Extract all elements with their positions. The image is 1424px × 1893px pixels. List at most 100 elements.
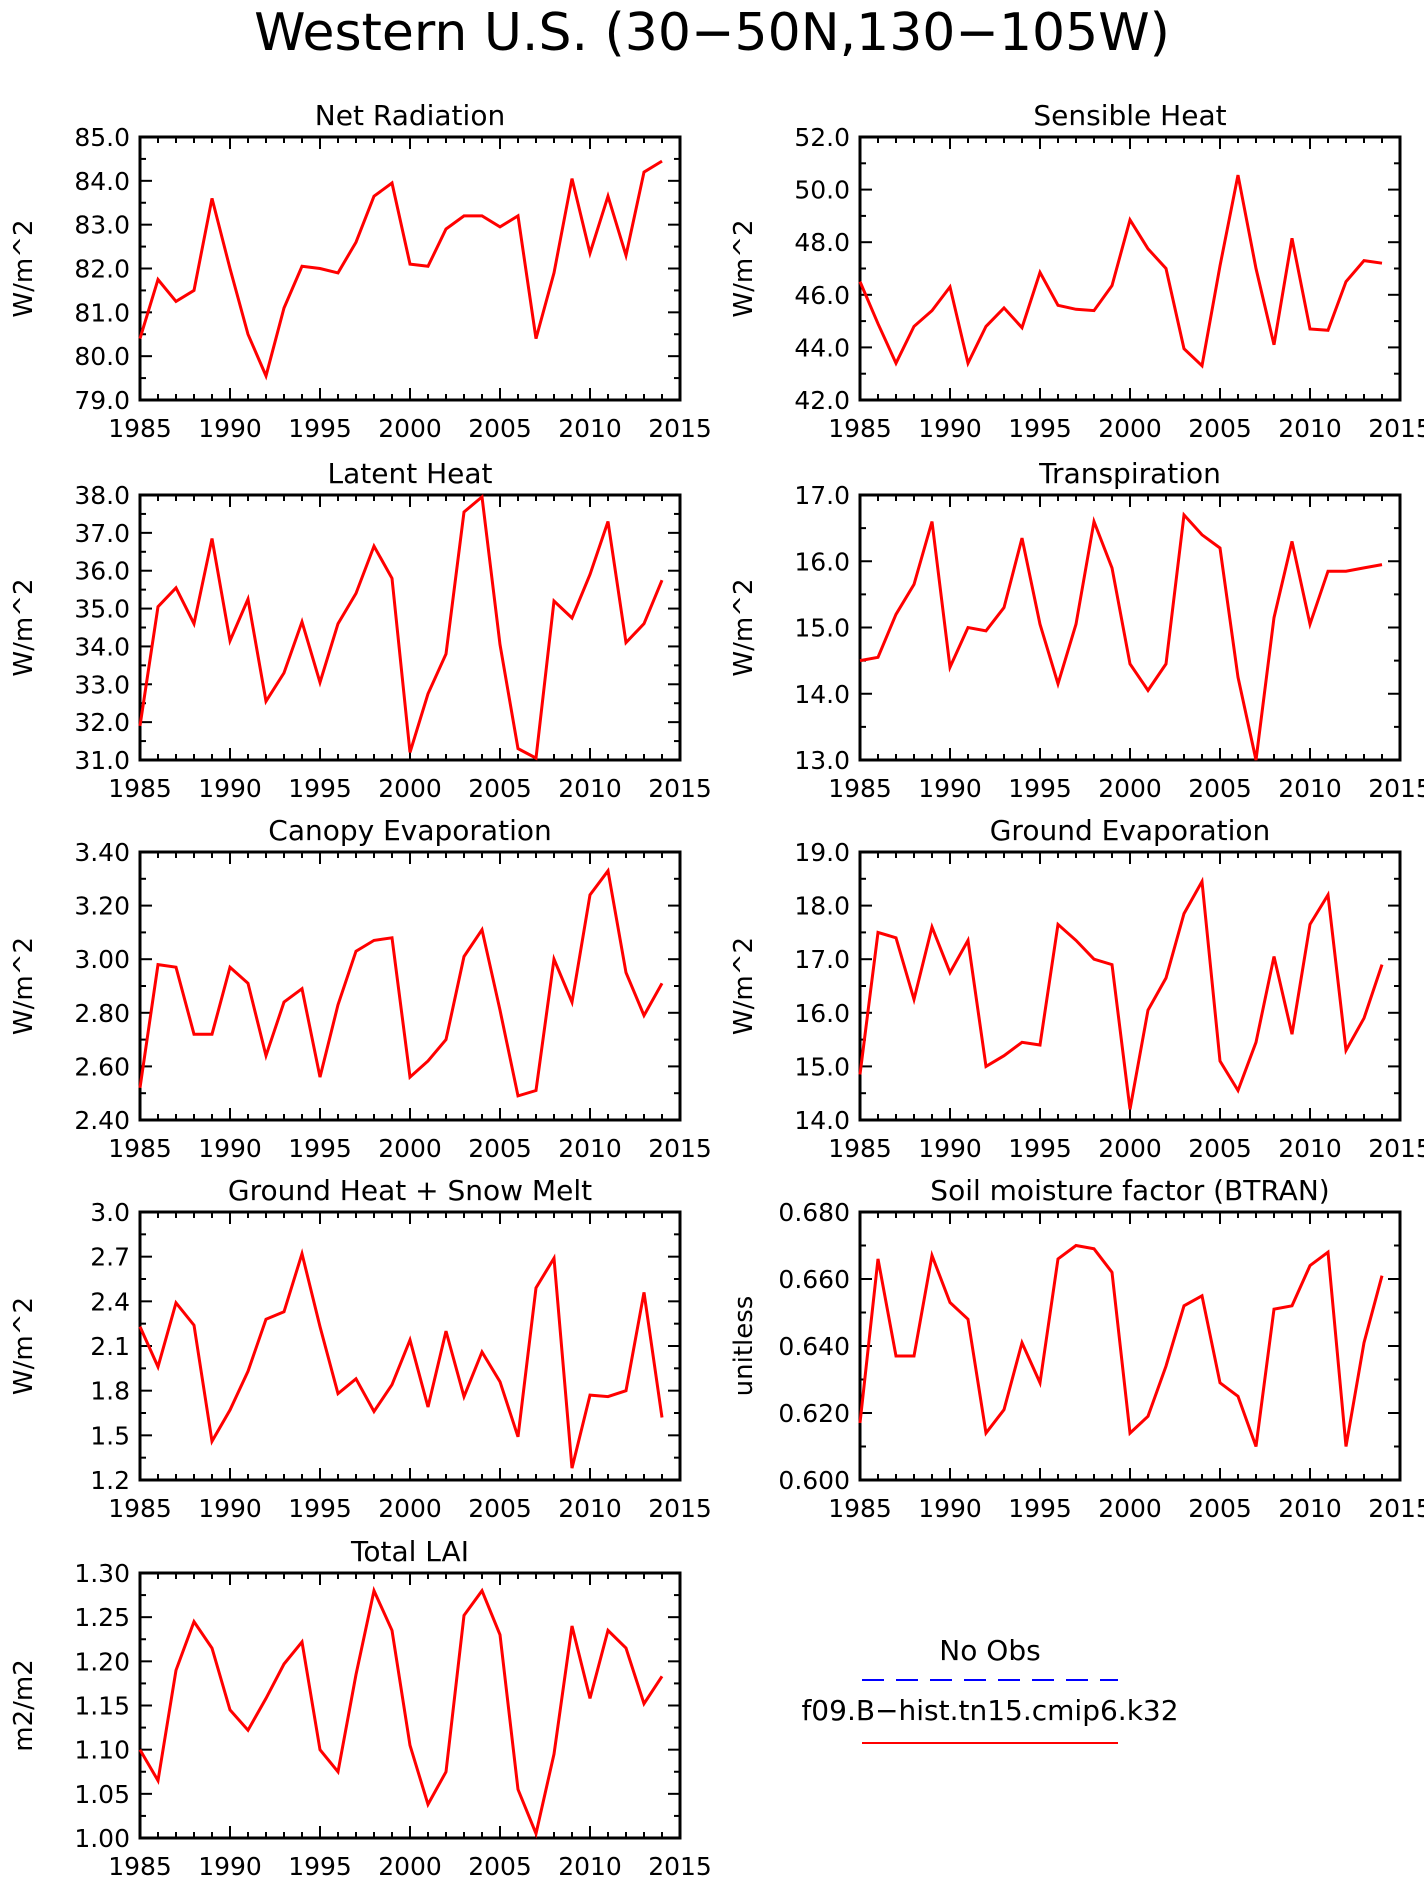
x-tick-label: 2010: [558, 1494, 622, 1523]
y-tick-label: 1.8: [90, 1377, 130, 1406]
y-tick-label: 3.40: [74, 838, 130, 867]
y-axis-label: W/m^2: [9, 1297, 39, 1395]
y-tick-label: 1.20: [74, 1647, 130, 1676]
y-tick-label: 85.0: [74, 123, 130, 152]
chart-panel: Net Radiation W/m^2 1985 1990 1995 2000 2005 20…: [9, 99, 712, 443]
y-tick-label: 2.80: [74, 999, 130, 1028]
x-tick-label: 2000: [1098, 774, 1162, 803]
y-tick-label: 80.0: [74, 342, 130, 371]
x-tick-label: 2010: [1278, 1494, 1342, 1523]
x-tick-label: 2010: [558, 414, 622, 443]
series-line: [138, 1248, 664, 1469]
y-tick-label: 34.0: [74, 632, 130, 661]
y-tick-label: 46.0: [794, 281, 850, 310]
y-tick-label: 16.0: [794, 547, 850, 576]
x-tick-label: 2010: [1278, 414, 1342, 443]
plot-frame: [138, 1571, 682, 1840]
y-axis-label: W/m^2: [729, 578, 759, 676]
y-axis-label: W/m^2: [729, 937, 759, 1035]
x-tick-label: 2010: [558, 774, 622, 803]
x-tick-label: 1985: [108, 1134, 172, 1163]
x-tick-label: 2005: [468, 414, 532, 443]
series-line: [138, 493, 664, 761]
y-tick-label: 0.600: [778, 1466, 850, 1495]
x-tick-label: 1995: [288, 1852, 352, 1881]
panel-title: Total LAI: [350, 1535, 469, 1568]
y-tick-label: 52.0: [794, 123, 850, 152]
x-tick-label: 2015: [1368, 1494, 1424, 1523]
y-tick-label: 0.660: [778, 1265, 850, 1294]
panel-title: Soil moisture factor (BTRAN): [930, 1174, 1329, 1207]
x-tick-label: 1985: [108, 1852, 172, 1881]
y-tick-label: 83.0: [74, 211, 130, 240]
y-tick-label: 37.0: [74, 519, 130, 548]
x-tick-label: 1995: [1008, 1134, 1072, 1163]
y-tick-label: 81.0: [74, 298, 130, 327]
panel-title: Ground Heat + Snow Melt: [228, 1174, 592, 1207]
x-tick-label: 2010: [558, 1852, 622, 1881]
y-tick-label: 17.0: [794, 481, 850, 510]
x-tick-label: 2005: [1188, 414, 1252, 443]
x-tick-label: 2015: [648, 774, 712, 803]
y-axis-label: W/m^2: [9, 578, 39, 676]
y-tick-label: 18.0: [794, 892, 850, 921]
x-tick-label: 1990: [198, 414, 262, 443]
x-tick-label: 2005: [468, 1494, 532, 1523]
x-tick-label: 1990: [198, 1134, 262, 1163]
y-tick-label: 3.00: [74, 945, 130, 974]
series-line: [138, 159, 663, 381]
y-tick-label: 1.5: [90, 1421, 130, 1450]
y-tick-label: 36.0: [74, 557, 130, 586]
y-tick-label: 38.0: [74, 481, 130, 510]
plot-frame: [138, 135, 682, 402]
x-tick-label: 2015: [1368, 774, 1424, 803]
x-tick-label: 2005: [468, 1852, 532, 1881]
x-tick-label: 1995: [1008, 1494, 1072, 1523]
chart-panel: Transpiration W/m^2 1985 1990 1995 2000 2005 20…: [729, 457, 1424, 803]
x-tick-label: 1985: [108, 774, 172, 803]
legend-model-label: f09.B−hist.tn15.cmip6.k32: [801, 1694, 1178, 1727]
y-tick-label: 44.0: [794, 333, 850, 362]
plot-frame: [138, 850, 682, 1122]
y-tick-label: 19.0: [794, 838, 850, 867]
plot-frame: [858, 850, 1402, 1122]
y-tick-label: 50.0: [794, 176, 850, 205]
chart-panel: Canopy Evaporation W/m^2 1985 1990 1995 2000 2…: [9, 814, 712, 1163]
y-tick-label: 0.680: [778, 1198, 850, 1227]
x-tick-label: 1985: [828, 774, 892, 803]
series-line: [858, 174, 1383, 369]
y-tick-label: 2.60: [74, 1052, 130, 1081]
x-tick-label: 1995: [288, 774, 352, 803]
y-axis-label: m2/m2: [9, 1659, 39, 1752]
x-tick-label: 2000: [1098, 1134, 1162, 1163]
y-tick-label: 17.0: [794, 945, 850, 974]
y-tick-label: 35.0: [74, 595, 130, 624]
y-axis-label: W/m^2: [729, 219, 759, 317]
x-tick-label: 1985: [828, 1494, 892, 1523]
y-axis-label: unitless: [729, 1296, 759, 1397]
y-tick-label: 16.0: [794, 999, 850, 1028]
x-tick-label: 2010: [1278, 1134, 1342, 1163]
series-line: [138, 867, 664, 1098]
y-tick-label: 0.620: [778, 1399, 850, 1428]
legend: No Obs f09.B−hist.tn15.cmip6.k32: [801, 1634, 1179, 1744]
x-tick-label: 2015: [648, 1494, 712, 1523]
y-tick-label: 33.0: [74, 670, 130, 699]
y-axis-label: W/m^2: [9, 219, 39, 317]
series-line: [138, 1585, 664, 1839]
x-tick-label: 2000: [378, 1134, 442, 1163]
y-tick-label: 15.0: [794, 614, 850, 643]
x-tick-label: 2005: [468, 1134, 532, 1163]
x-tick-label: 2000: [378, 774, 442, 803]
panels: Net Radiation W/m^2 1985 1990 1995 2000 2005 20…: [9, 99, 1424, 1881]
y-tick-label: 1.30: [74, 1559, 130, 1588]
panel-title: Latent Heat: [327, 457, 492, 490]
y-tick-label: 3.0: [90, 1198, 130, 1227]
panel-title: Sensible Heat: [1033, 99, 1226, 132]
x-tick-label: 1995: [1008, 414, 1072, 443]
x-tick-label: 2000: [378, 1852, 442, 1881]
y-tick-label: 1.15: [74, 1692, 130, 1721]
x-tick-label: 2000: [378, 414, 442, 443]
plot-frame: [138, 1210, 682, 1482]
